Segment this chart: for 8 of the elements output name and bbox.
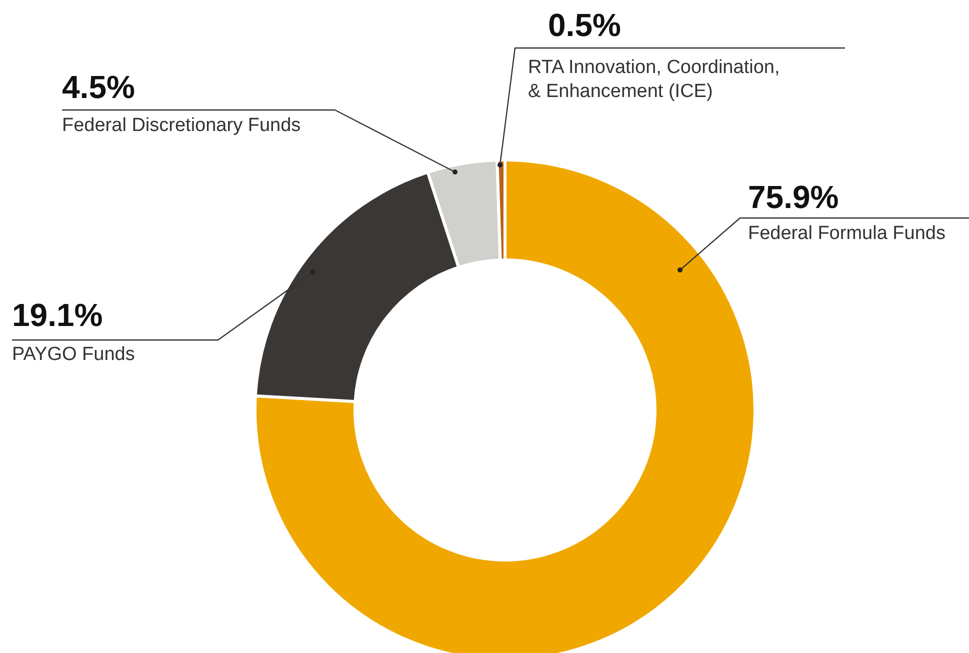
slice-label: PAYGO Funds <box>12 344 135 365</box>
data-label: 0.5% <box>548 7 621 43</box>
slice-label: Federal Formula Funds <box>748 223 946 244</box>
slice-label: Federal Discretionary Funds <box>62 115 301 136</box>
data-label: 19.1% <box>12 297 103 333</box>
data-label: 75.9% <box>748 179 839 215</box>
data-label: 4.5% <box>62 69 135 105</box>
slice-label: RTA Innovation, Coordination, & Enhancement (ICE) <box>528 57 780 102</box>
